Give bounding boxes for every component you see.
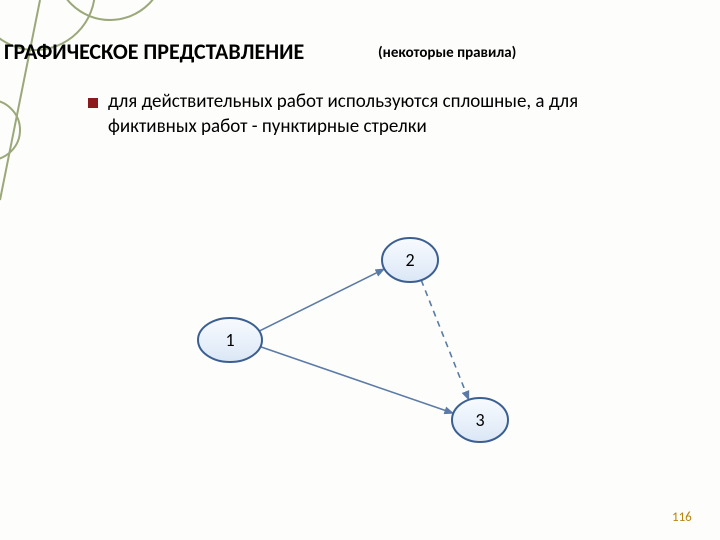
title-main: ГРАФИЧЕСКОЕ ПРЕДСТАВЛЕНИЕ bbox=[4, 38, 304, 65]
bullet-square bbox=[88, 98, 98, 108]
node-label-1: 1 bbox=[225, 329, 234, 351]
page-number: 116 bbox=[672, 510, 692, 525]
edge-1-2 bbox=[259, 269, 384, 331]
edge-2-3 bbox=[421, 280, 469, 400]
body-text: для действительных работ используются сп… bbox=[108, 90, 668, 139]
title-sub: (некоторые правила) bbox=[378, 44, 516, 62]
node-label-3: 3 bbox=[475, 409, 484, 431]
network-diagram: 1 2 3 bbox=[150, 200, 570, 460]
node-label-2: 2 bbox=[405, 249, 414, 271]
edge-1-3 bbox=[260, 347, 453, 414]
